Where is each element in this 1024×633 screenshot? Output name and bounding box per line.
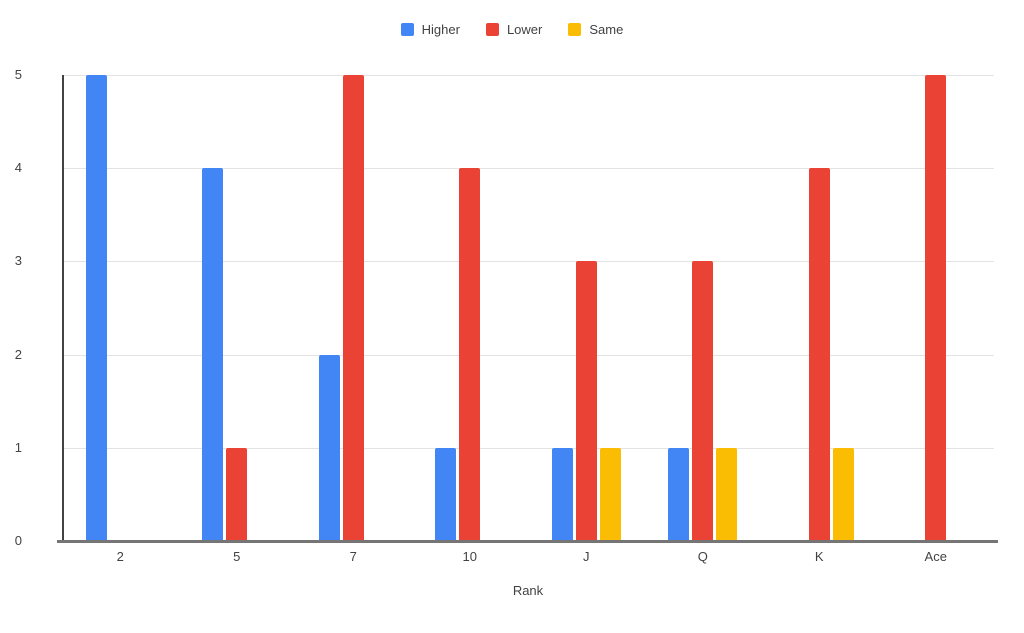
bar-slot	[134, 75, 155, 541]
gridline	[62, 354, 994, 356]
gridline	[62, 75, 994, 76]
bar-same-j	[599, 447, 621, 541]
y-tick-label: 5	[14, 67, 22, 82]
bar-slot	[435, 75, 457, 541]
bar-slot	[901, 75, 922, 541]
plot-area: 0 1 2 3 4 5	[15, 68, 994, 547]
legend-swatch-icon	[400, 23, 414, 36]
bar-group-ace	[878, 75, 995, 541]
bar-lower-k	[808, 168, 830, 541]
bar-higher-j	[551, 447, 573, 541]
bar-slot	[367, 75, 388, 541]
y-tick-label: 3	[14, 253, 22, 269]
bar-higher-7	[318, 354, 340, 541]
bar-group-7	[295, 75, 412, 541]
bar-group-5	[179, 75, 296, 541]
legend-label: Higher	[421, 22, 460, 37]
legend-label: Same	[589, 22, 624, 37]
legend-item-higher: Higher	[400, 22, 460, 37]
bar-slot	[716, 75, 738, 541]
y-tick-label: 0	[14, 533, 22, 548]
x-tick-label-2: 2	[116, 549, 124, 564]
bar-higher-5	[202, 168, 224, 541]
bar-slot	[459, 75, 481, 541]
bar-group-q	[645, 75, 762, 541]
bar-slot	[483, 75, 504, 541]
legend-item-lower: Lower	[485, 22, 543, 37]
gridline	[62, 261, 994, 263]
bar-slot	[692, 75, 714, 541]
bar-lower-q	[692, 261, 714, 541]
bar-lower-5	[226, 447, 248, 541]
bar-group-k	[761, 75, 878, 541]
bar-slot	[250, 75, 271, 541]
bar-slot	[226, 75, 248, 541]
bar-slot	[342, 75, 364, 541]
x-tick-label-7: 7	[349, 549, 357, 564]
bar-slot	[318, 75, 340, 541]
bar-same-k	[832, 447, 854, 541]
bar-slot	[551, 75, 573, 541]
y-tick-label: 4	[14, 160, 22, 176]
bar-slot	[925, 75, 947, 541]
bar-higher-10	[435, 447, 457, 541]
bar-slot	[832, 75, 854, 541]
y-tick-label: 1	[14, 439, 22, 455]
legend-item-same: Same	[568, 22, 623, 37]
gridline	[62, 168, 994, 170]
bar-lower-7	[342, 75, 364, 541]
x-axis-title: Rank	[512, 583, 544, 598]
bar-group-j	[528, 75, 645, 541]
x-tick-label-ace: Ace	[924, 549, 947, 564]
bar-group-10	[412, 75, 529, 541]
bar-slot	[668, 75, 690, 541]
bar-higher-q	[668, 447, 690, 541]
y-tick-label: 2	[14, 346, 22, 362]
bar-group-2	[62, 75, 179, 541]
bar-groups	[62, 75, 994, 541]
x-tick-label-k: K	[814, 549, 824, 564]
bar-slot	[110, 75, 131, 541]
x-axis-baseline	[57, 540, 998, 543]
bar-slot	[599, 75, 621, 541]
bar-slot	[949, 75, 970, 541]
legend-label: Lower	[506, 22, 543, 37]
bar-slot	[785, 75, 806, 541]
gridline	[62, 447, 994, 449]
bar-slot	[575, 75, 597, 541]
bar-slot	[808, 75, 830, 541]
x-tick-label-q: Q	[697, 549, 708, 564]
bar-same-q	[716, 447, 738, 541]
bar-lower-ace	[925, 75, 947, 541]
y-axis-line	[62, 75, 64, 541]
x-tick-label-j: J	[583, 549, 590, 564]
bar-lower-j	[575, 261, 597, 541]
legend-swatch-icon	[568, 23, 582, 36]
x-axis-labels: 2 5 7 10 J Q K Ace	[62, 549, 994, 564]
bar-lower-10	[459, 168, 481, 541]
x-tick-label-5: 5	[233, 549, 241, 564]
x-tick-label-10: 10	[462, 549, 477, 564]
bar-slot	[85, 75, 107, 541]
bar-slot	[202, 75, 224, 541]
legend-swatch-icon	[485, 23, 499, 36]
chart-legend: Higher Lower Same	[0, 22, 1024, 37]
bar-higher-2	[85, 75, 107, 541]
